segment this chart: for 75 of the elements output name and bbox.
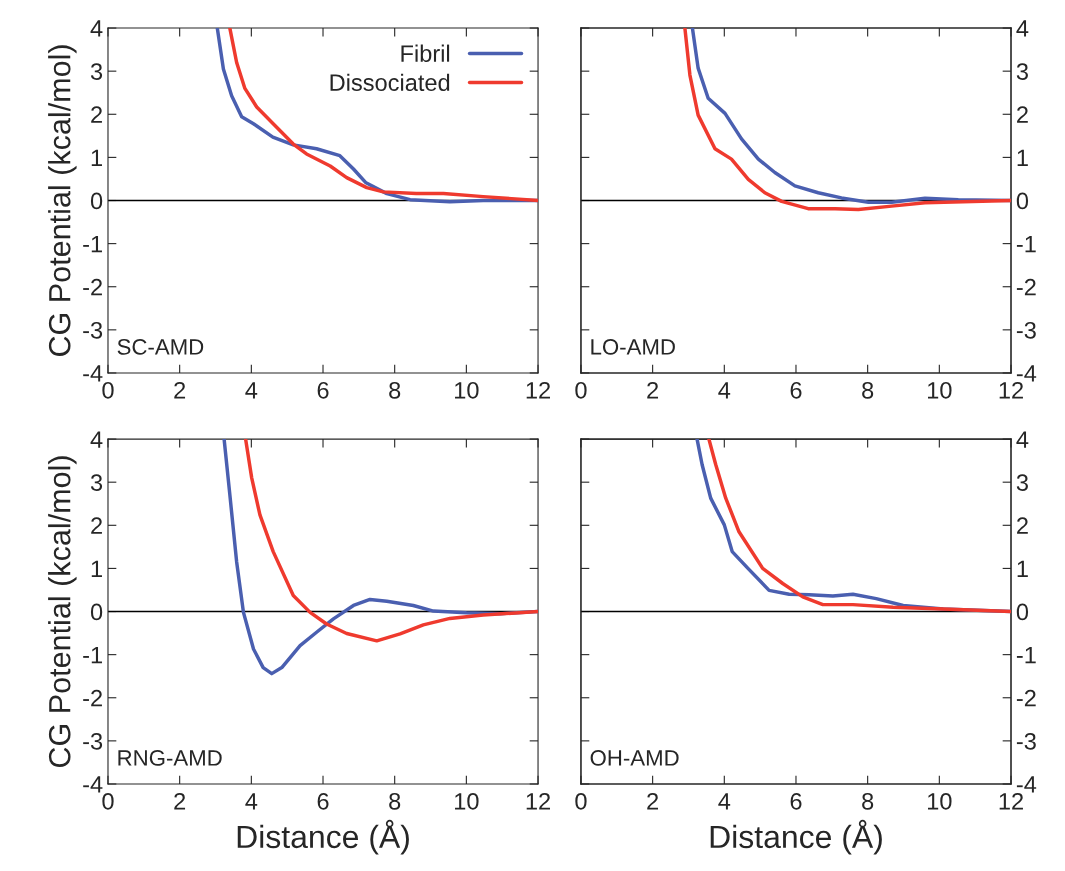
- y-tick-label: -2: [83, 278, 102, 296]
- y2-tick-label: 3: [1016, 63, 1028, 80]
- x-tick-label: 12: [526, 381, 550, 399]
- y2-tick-label: 0: [1016, 192, 1029, 210]
- y-tick-label: -3: [83, 732, 103, 750]
- x-tick-label: 0: [575, 792, 587, 810]
- x-tick-label: 4: [718, 382, 731, 399]
- y-tick-label: 2: [91, 106, 102, 123]
- line-series: [243, 439, 539, 643]
- y2-tick-label: -3: [1016, 732, 1036, 750]
- x-tick-label: 10: [928, 792, 952, 810]
- x-tick-label: 2: [174, 381, 186, 399]
- y2-tick-label: -2: [1016, 278, 1036, 296]
- x-tick-label: 2: [647, 792, 659, 810]
- x-axis-title: Distance (Å): [710, 819, 882, 855]
- y-tick-label: -1: [83, 235, 102, 253]
- x-tick-label: 8: [389, 792, 401, 810]
- y-tick-label: -4: [83, 365, 103, 382]
- x-tick-label: 10: [455, 792, 479, 810]
- y-tick-label: 1: [91, 560, 102, 577]
- y2-tick-label: -3: [1016, 321, 1036, 339]
- y-tick-label: 0: [90, 603, 103, 621]
- y-tick-label: 3: [90, 63, 103, 80]
- x-tick-label: 10: [455, 381, 479, 399]
- x-tick-label: 2: [647, 381, 659, 399]
- y-axis-title: CG Potential (kcal/mol): [48, 45, 77, 357]
- x-tick-label: 12: [526, 792, 550, 810]
- annotation: SC-AMD: [117, 339, 204, 355]
- x-tick-label: 4: [245, 382, 258, 399]
- y-tick-label: -2: [83, 689, 102, 707]
- y-tick-label: 4: [90, 20, 103, 37]
- x-tick-label: 6: [790, 381, 802, 399]
- x-tick-label: 4: [245, 793, 258, 810]
- x-tick-label: 6: [317, 792, 329, 810]
- y2-tick-label: 4: [1016, 20, 1029, 37]
- y2-tick-label: 3: [1016, 474, 1028, 491]
- x-tick-label: 12: [999, 381, 1023, 399]
- y2-tick-label: -4: [1016, 365, 1037, 382]
- y-tick-label: -4: [83, 776, 103, 793]
- x-tick-label: 0: [102, 381, 114, 399]
- y-tick-label: 1: [91, 149, 102, 166]
- legend-label: Fibril: [401, 44, 450, 62]
- x-tick-label: 8: [389, 381, 401, 399]
- x-tick-label: 10: [928, 381, 952, 399]
- x-tick-label: 6: [317, 381, 329, 399]
- y-tick-label: 2: [91, 517, 102, 534]
- y2-tick-label: -2: [1016, 689, 1036, 707]
- x-tick-label: 12: [999, 792, 1023, 810]
- x-tick-label: 0: [575, 381, 587, 399]
- y2-tick-label: 1: [1017, 149, 1028, 166]
- legend-label: Dissociated: [330, 73, 450, 92]
- y2-tick-label: -1: [1016, 646, 1036, 664]
- y2-tick-label: 1: [1017, 560, 1028, 577]
- y-axis-title: CG Potential (kcal/mol): [48, 456, 77, 768]
- y-tick-label: 3: [90, 474, 103, 491]
- y2-tick-label: 2: [1017, 106, 1028, 123]
- y-tick-label: -3: [83, 321, 103, 339]
- x-tick-label: 4: [718, 793, 731, 810]
- annotation: RNG-AMD: [118, 750, 222, 766]
- annotation: LO-AMD: [591, 339, 675, 355]
- y2-tick-label: -1: [1016, 235, 1036, 253]
- x-axis-title: Distance (Å): [237, 819, 409, 855]
- y2-tick-label: 4: [1016, 431, 1029, 448]
- y-tick-label: 0: [90, 192, 103, 210]
- y2-tick-label: 0: [1016, 603, 1029, 621]
- x-tick-label: 6: [790, 792, 802, 810]
- x-tick-label: 8: [862, 381, 874, 399]
- y2-tick-label: -4: [1016, 776, 1037, 793]
- y-tick-label: 4: [90, 431, 103, 448]
- y-tick-label: -1: [83, 646, 102, 664]
- x-tick-label: 8: [862, 792, 874, 810]
- annotation: OH-AMD: [590, 750, 679, 766]
- x-tick-label: 0: [102, 792, 114, 810]
- x-tick-label: 2: [174, 792, 186, 810]
- y2-tick-label: 2: [1017, 517, 1028, 534]
